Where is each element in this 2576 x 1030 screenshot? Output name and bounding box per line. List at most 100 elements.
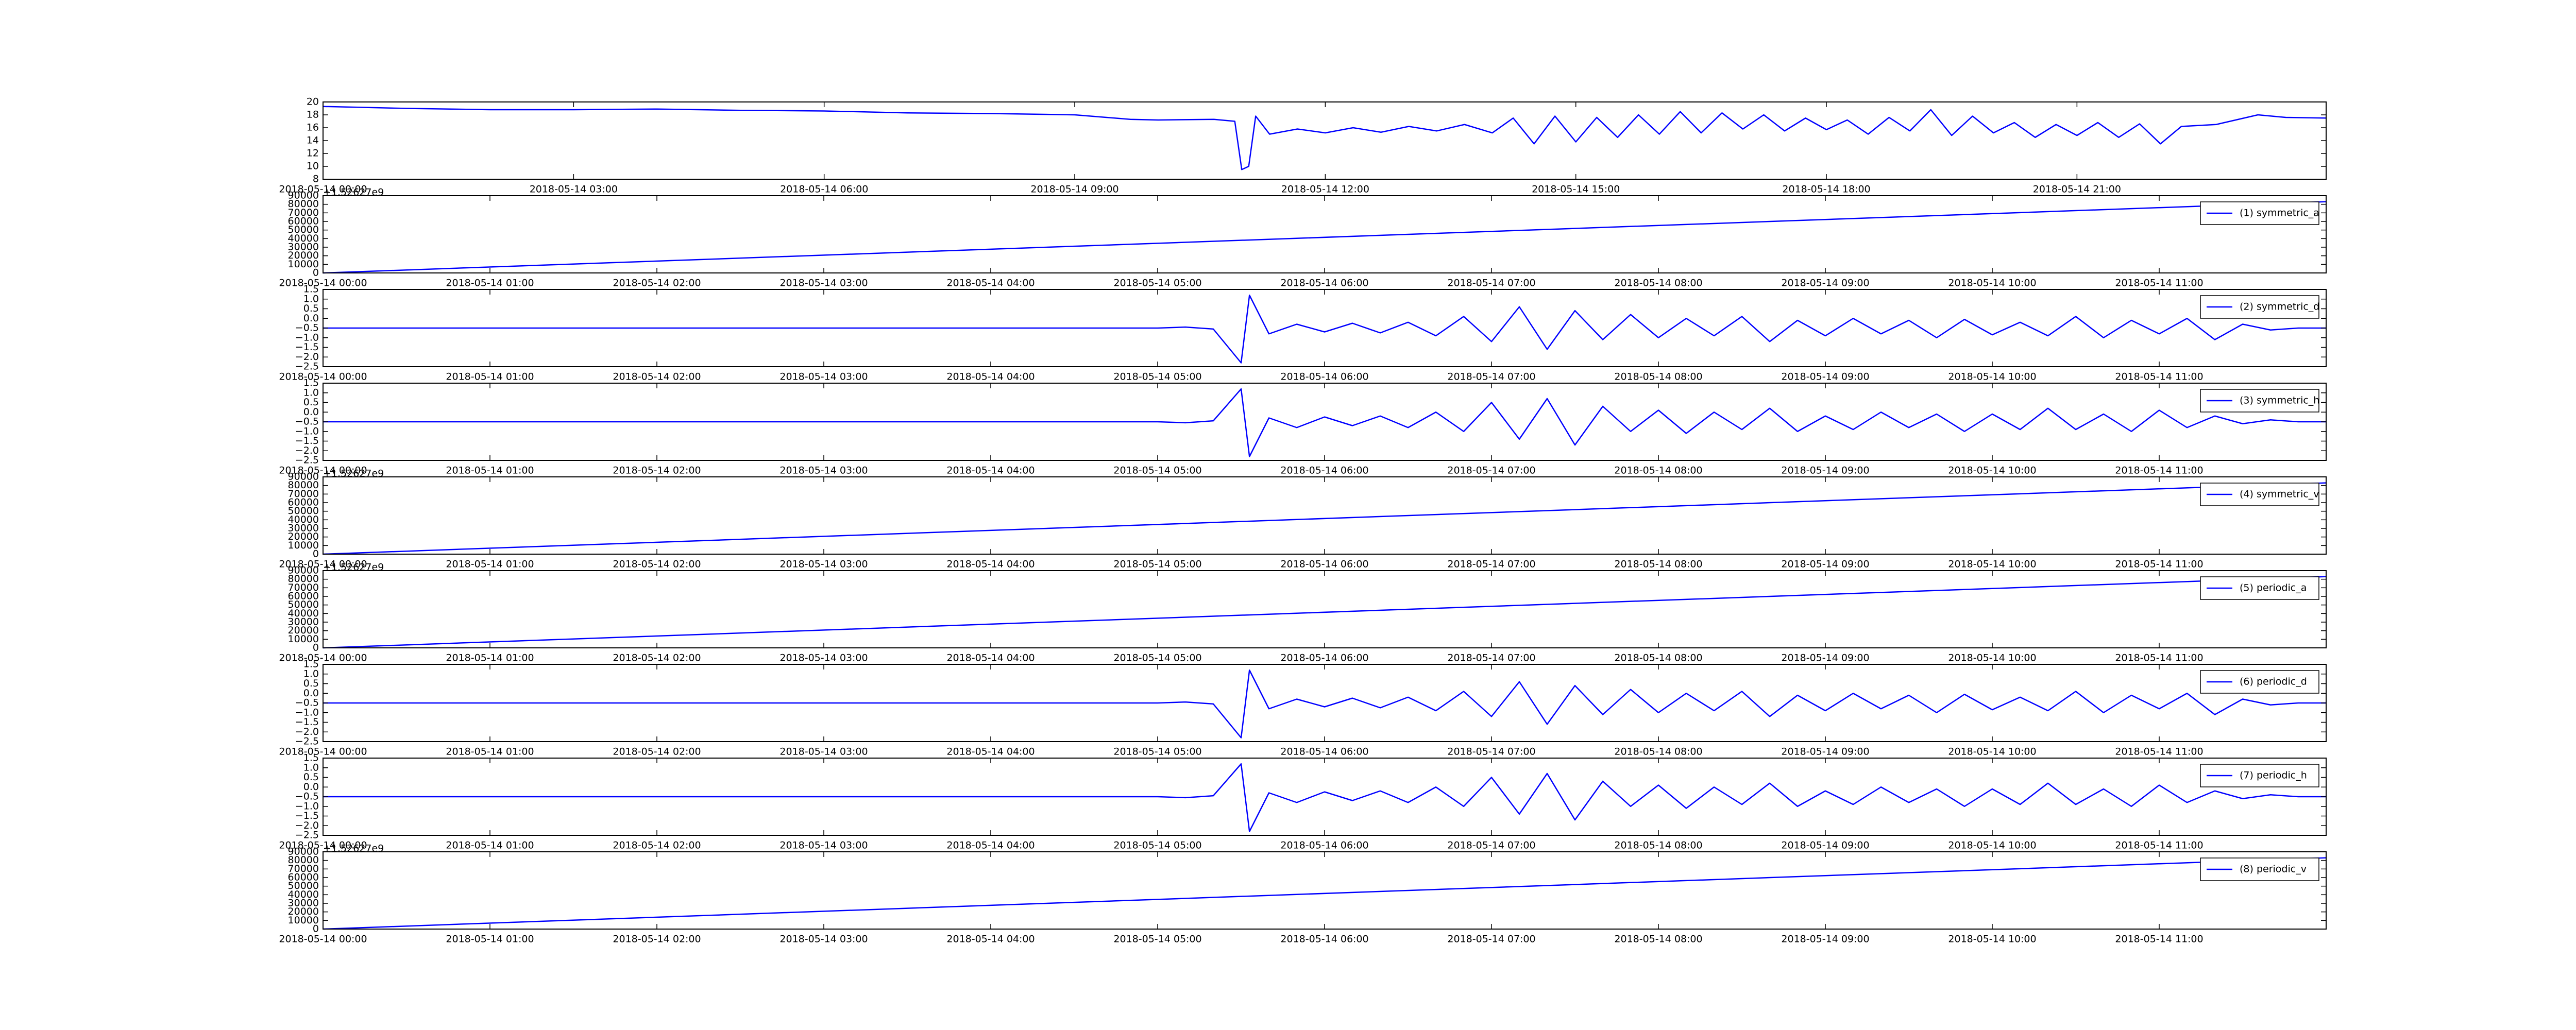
y-tick-label: 1.5 — [303, 752, 319, 764]
y-tick-label: 10000 — [288, 259, 319, 270]
y-tick-label: 50000 — [288, 224, 319, 235]
x-tick-label: 2018-05-14 03:00 — [779, 934, 868, 945]
y-tick-label: 10000 — [288, 540, 319, 551]
y-tick-label: −2.5 — [295, 736, 319, 747]
x-tick-label: 2018-05-14 06:00 — [1280, 653, 1368, 664]
x-tick-label: 2018-05-14 04:00 — [946, 278, 1035, 289]
series-line — [323, 388, 2326, 457]
y-tick-label: 0.0 — [303, 406, 319, 418]
y-tick-label: 20 — [307, 96, 319, 108]
y-tick-label: −2.0 — [295, 726, 319, 737]
x-tick-label: 2018-05-14 05:00 — [1113, 559, 1201, 570]
legend-label: (4) symmetric_v — [2240, 489, 2319, 500]
y-tick-label: 10000 — [288, 915, 319, 926]
x-tick-label: 2018-05-14 07:00 — [1447, 840, 1535, 851]
x-tick-label: 2018-05-14 01:00 — [446, 559, 534, 570]
y-tick-label: −0.5 — [295, 416, 319, 427]
x-tick-label: 2018-05-14 12:00 — [1281, 184, 1369, 195]
x-tick-label: 2018-05-14 04:00 — [946, 934, 1035, 945]
y-tick-label: 0 — [313, 267, 319, 279]
x-tick-label: 2018-05-14 07:00 — [1447, 559, 1535, 570]
x-tick-label: 2018-05-14 06:00 — [1280, 559, 1368, 570]
y-tick-label: −2.5 — [295, 361, 319, 372]
x-tick-label: 2018-05-14 11:00 — [2115, 278, 2203, 289]
legend-label: (6) periodic_d — [2240, 676, 2307, 688]
x-tick-label: 2018-05-14 00:00 — [279, 746, 367, 758]
y-tick-label: −1.5 — [295, 810, 319, 821]
x-tick-label: 2018-05-14 04:00 — [946, 371, 1035, 383]
x-tick-label: 2018-05-14 10:00 — [1948, 840, 2036, 851]
y-tick-label: 0.0 — [303, 313, 319, 324]
series-line — [323, 295, 2326, 364]
x-tick-label: 2018-05-14 00:00 — [279, 559, 367, 570]
x-tick-label: 2018-05-14 06:00 — [780, 184, 868, 195]
y-tick-label: 60000 — [288, 872, 319, 883]
x-tick-label: 2018-05-14 03:00 — [530, 184, 618, 195]
x-tick-label: 2018-05-14 08:00 — [1614, 278, 1702, 289]
plot-area — [323, 196, 2326, 273]
y-tick-label: −2.0 — [295, 820, 319, 831]
x-tick-label: 2018-05-14 08:00 — [1614, 653, 1702, 664]
x-tick-label: 2018-05-14 05:00 — [1113, 278, 1201, 289]
x-tick-label: 2018-05-14 04:00 — [946, 746, 1035, 758]
y-tick-label: 20000 — [288, 625, 319, 636]
x-tick-label: 2018-05-14 08:00 — [1614, 371, 1702, 383]
y-tick-label: 50000 — [288, 505, 319, 517]
x-tick-label: 2018-05-14 00:00 — [279, 184, 367, 195]
x-tick-label: 2018-05-14 05:00 — [1113, 653, 1201, 664]
x-tick-label: 2018-05-14 11:00 — [2115, 371, 2203, 383]
y-tick-label: 30000 — [288, 898, 319, 909]
y-tick-label: 0 — [313, 548, 319, 560]
x-tick-label: 2018-05-14 09:00 — [1781, 465, 1869, 476]
y-tick-label: −1.0 — [295, 707, 319, 718]
y-tick-label: −0.5 — [295, 791, 319, 802]
y-tick-label: 90000 — [288, 190, 319, 201]
x-tick-label: 2018-05-14 07:00 — [1447, 371, 1535, 383]
x-tick-label: 2018-05-14 07:00 — [1447, 278, 1535, 289]
x-tick-label: 2018-05-14 01:00 — [446, 371, 534, 383]
y-tick-label: 40000 — [288, 608, 319, 619]
y-tick-label: 0.0 — [303, 781, 319, 793]
series-line — [323, 201, 2327, 274]
x-tick-label: 2018-05-14 04:00 — [946, 653, 1035, 664]
x-tick-label: 2018-05-14 03:00 — [779, 465, 868, 476]
x-tick-label: 2018-05-14 04:00 — [946, 559, 1035, 570]
x-tick-label: 2018-05-14 00:00 — [279, 934, 367, 945]
x-tick-label: 2018-05-14 01:00 — [446, 278, 534, 289]
plot-area — [323, 477, 2326, 554]
x-tick-label: 2018-05-14 02:00 — [613, 840, 701, 851]
x-tick-label: 2018-05-14 10:00 — [1948, 278, 2036, 289]
y-tick-label: −1.5 — [295, 341, 319, 353]
y-tick-label: 0 — [313, 923, 319, 935]
series-line — [323, 670, 2326, 739]
x-tick-label: 2018-05-14 10:00 — [1948, 371, 2036, 383]
y-tick-label: −2.0 — [295, 445, 319, 456]
x-tick-label: 2018-05-14 11:00 — [2115, 465, 2203, 476]
x-tick-label: 2018-05-14 01:00 — [446, 840, 534, 851]
y-tick-label: 60000 — [288, 216, 319, 227]
legend-label: (5) periodic_a — [2240, 582, 2307, 594]
y-tick-label: 0.5 — [303, 303, 319, 314]
x-tick-label: 2018-05-14 05:00 — [1113, 371, 1201, 383]
x-tick-label: 2018-05-14 02:00 — [613, 559, 701, 570]
x-tick-label: 2018-05-14 05:00 — [1113, 934, 1201, 945]
y-tick-label: −1.0 — [295, 332, 319, 343]
x-tick-label: 2018-05-14 15:00 — [1532, 184, 1620, 195]
y-tick-label: −2.5 — [295, 455, 319, 466]
y-tick-label: 1.5 — [303, 659, 319, 670]
x-tick-label: 2018-05-14 02:00 — [613, 371, 701, 383]
y-tick-label: 90000 — [288, 471, 319, 483]
x-tick-label: 2018-05-14 07:00 — [1447, 653, 1535, 664]
series-line — [323, 106, 2327, 170]
offset-text: +1.52627e9 — [323, 187, 384, 198]
x-tick-label: 2018-05-14 00:00 — [279, 278, 367, 289]
series-line — [323, 763, 2326, 832]
y-tick-label: −2.5 — [295, 830, 319, 841]
x-tick-label: 2018-05-14 06:00 — [1280, 934, 1368, 945]
x-tick-label: 2018-05-14 07:00 — [1447, 934, 1535, 945]
x-tick-label: 2018-05-14 02:00 — [613, 934, 701, 945]
y-tick-label: 60000 — [288, 497, 319, 508]
y-tick-label: 10000 — [288, 633, 319, 645]
legend-label: (7) periodic_h — [2240, 770, 2307, 781]
x-tick-label: 2018-05-14 09:00 — [1781, 371, 1869, 383]
